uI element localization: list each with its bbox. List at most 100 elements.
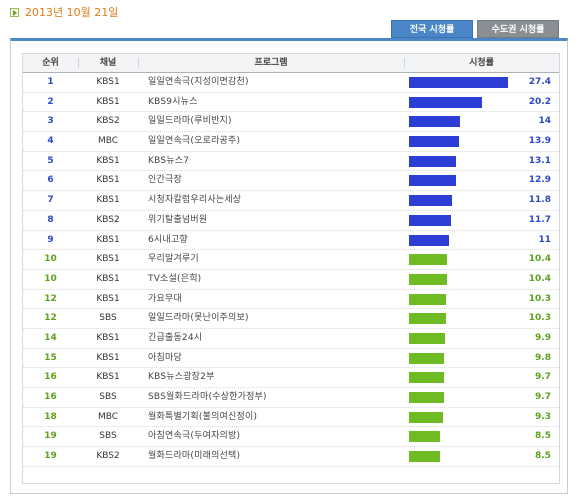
program-cell: 6시내고향 xyxy=(148,234,188,245)
rating-bar xyxy=(409,431,440,443)
rating-bar xyxy=(409,352,444,364)
channel-cell: KBS1 xyxy=(96,332,120,343)
rating-bar-track xyxy=(409,116,519,128)
table-row: 8 KBS2 위기탈출넘버원 11.7 xyxy=(23,211,559,231)
rating-bar xyxy=(409,332,445,344)
table-row: 19 SBS 아침연속극(두여자의방) 8.5 xyxy=(23,427,559,448)
rating-bar-track xyxy=(409,411,519,423)
rating-value: 9.8 xyxy=(535,352,551,363)
rating-bar xyxy=(409,136,459,148)
table-row: 12 KBS1 가요무대 10.3 xyxy=(23,290,559,310)
rating-value: 10.3 xyxy=(528,313,551,324)
rating-value: 9.7 xyxy=(535,372,551,383)
rating-bar-track xyxy=(409,155,519,167)
date-label: 2013년 10월 21일 xyxy=(25,6,119,19)
rating-value: 11.7 xyxy=(528,214,551,225)
table-row: 12 SBS 일일드라마(못난이주의보) 10.3 xyxy=(23,309,559,329)
channel-cell: KBS2 xyxy=(96,214,120,225)
program-cell: 긴급출동24시 xyxy=(148,332,203,343)
rank-cell: 2 xyxy=(47,96,54,107)
rating-value: 9.3 xyxy=(535,411,551,422)
rating-bar xyxy=(409,234,449,246)
table-header: 순위 채널 프로그램 시청률 xyxy=(23,54,559,73)
program-cell: 위기탈출넘버원 xyxy=(148,214,208,225)
rating-bar xyxy=(409,175,456,187)
rating-value: 20.2 xyxy=(528,96,551,107)
program-cell: 일일드라마(루비반지) xyxy=(148,116,232,127)
table-row: 5 KBS1 KBS뉴스7 13.1 xyxy=(23,152,559,172)
rank-cell: 5 xyxy=(47,155,54,166)
rating-bar xyxy=(409,293,446,305)
header-channel: 채널 xyxy=(99,58,117,68)
program-cell: KBS뉴스광장2부 xyxy=(148,372,215,383)
tab-national-rating[interactable]: 전국 시청률 xyxy=(391,20,473,38)
play-arrow-icon xyxy=(10,7,19,17)
rating-bar xyxy=(409,372,444,384)
tab-capital-rating[interactable]: 수도권 시청률 xyxy=(477,20,559,38)
channel-cell: KBS2 xyxy=(96,451,120,462)
channel-cell: KBS1 xyxy=(96,234,120,245)
channel-cell: SBS xyxy=(99,431,117,442)
channel-cell: KBS1 xyxy=(96,273,120,284)
rating-value: 13.9 xyxy=(528,136,551,147)
rank-cell: 10 xyxy=(44,273,57,284)
rating-bar-track xyxy=(409,392,519,403)
header-divider xyxy=(78,58,79,68)
program-cell: TV소설(은희) xyxy=(148,273,202,284)
program-cell: 아침마당 xyxy=(148,352,182,363)
channel-cell: MBC xyxy=(97,136,119,147)
table-row: 19 KBS2 월화드라마(미래의선택) 8.5 xyxy=(23,447,559,467)
rating-value: 11 xyxy=(538,234,551,245)
rating-bar xyxy=(409,77,508,88)
table-row: 16 SBS SBS월화드라마(수상한가정부) 9.7 xyxy=(23,388,559,408)
rank-cell: 16 xyxy=(44,392,57,402)
table-row: 4 MBC 일일연속극(오로라공주) 13.9 xyxy=(23,132,559,152)
channel-cell: SBS xyxy=(99,392,117,402)
rating-bar-track xyxy=(409,352,519,364)
rating-bar-track xyxy=(409,136,519,148)
rating-bar-track xyxy=(409,96,519,108)
rating-bar xyxy=(409,214,451,226)
rank-cell: 12 xyxy=(44,293,57,304)
program-cell: 우리말겨루기 xyxy=(148,254,199,265)
channel-cell: KBS1 xyxy=(96,96,120,107)
rating-bar xyxy=(409,116,460,128)
channel-cell: MBC xyxy=(97,411,119,422)
rating-bar xyxy=(409,451,440,463)
table-row: 18 MBC 월화특별기획(불의여신정이) 9.3 xyxy=(23,408,559,428)
program-cell: KBS뉴스7 xyxy=(148,155,190,166)
rank-cell: 14 xyxy=(44,332,57,343)
rank-cell: 12 xyxy=(44,313,57,324)
rank-cell: 4 xyxy=(47,136,54,147)
rating-bar xyxy=(409,392,444,403)
channel-cell: KBS1 xyxy=(96,195,120,206)
rating-bar xyxy=(409,411,443,423)
program-cell: 인간극장 xyxy=(148,175,182,186)
program-cell: 일일연속극(오로라공주) xyxy=(148,136,241,147)
table-row: 3 KBS2 일일드라마(루비반지) 14 xyxy=(23,112,559,133)
channel-cell: KBS1 xyxy=(96,254,120,265)
table-row: 7 KBS1 시청자칼럼우리사는세상 11.8 xyxy=(23,191,559,211)
rating-value: 10.3 xyxy=(528,293,551,304)
rating-value: 11.8 xyxy=(528,195,551,206)
rating-value: 9.9 xyxy=(535,332,551,343)
rank-cell: 18 xyxy=(44,411,57,422)
rating-bar xyxy=(409,96,482,108)
table-row: 15 KBS1 아침마당 9.8 xyxy=(23,349,559,369)
rank-cell: 9 xyxy=(47,234,54,245)
header-rank: 순위 xyxy=(42,58,59,68)
rating-bar xyxy=(409,254,447,266)
table-row: 16 KBS1 KBS뉴스광장2부 9.7 xyxy=(23,368,559,388)
rating-bar-track xyxy=(409,431,519,443)
rating-value: 8.5 xyxy=(535,431,551,442)
channel-cell: KBS1 xyxy=(96,175,120,186)
channel-cell: KBS1 xyxy=(96,352,120,363)
program-cell: 월화드라마(미래의선택) xyxy=(148,451,241,462)
rating-bar-track xyxy=(409,332,519,344)
rating-value: 12.9 xyxy=(528,175,551,186)
program-cell: 가요무대 xyxy=(148,293,182,304)
rating-value: 10.4 xyxy=(528,254,551,265)
rating-bar-track xyxy=(409,273,519,285)
table-row: 10 KBS1 우리말겨루기 10.4 xyxy=(23,250,559,270)
table-row: 9 KBS1 6시내고향 11 xyxy=(23,231,559,251)
